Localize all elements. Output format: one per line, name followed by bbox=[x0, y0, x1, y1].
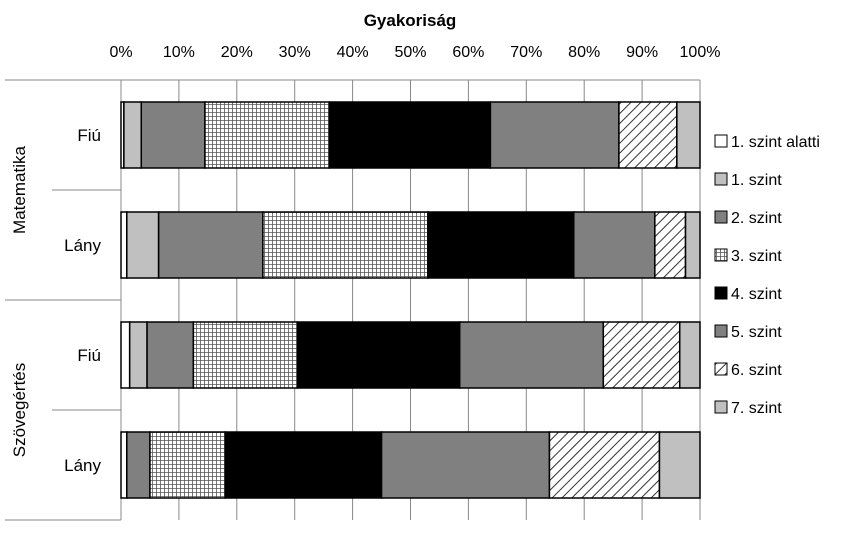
bar-segment bbox=[157, 211, 264, 279]
x-tick-label: 30% bbox=[279, 44, 311, 61]
x-tick-labels: 0% 10% 20% 30% 40% 50% 60% 70% 80% 90% 100% bbox=[109, 44, 720, 61]
bar-segment bbox=[328, 101, 492, 169]
bar-segment bbox=[489, 101, 620, 169]
x-tick-label: 0% bbox=[109, 44, 132, 61]
bars bbox=[120, 101, 701, 499]
bar-segment bbox=[140, 101, 206, 169]
legend-label: 1. szint alatti bbox=[731, 134, 820, 151]
legend-swatch bbox=[714, 286, 728, 300]
bar-segment bbox=[602, 321, 681, 389]
legend-label: 4. szint bbox=[731, 286, 782, 303]
bar-segment bbox=[262, 211, 429, 279]
x-tick-label: 20% bbox=[221, 44, 253, 61]
legend-swatch bbox=[714, 248, 728, 262]
category-label: Lány bbox=[64, 456, 101, 475]
bar-segment bbox=[120, 211, 128, 279]
bar-segment bbox=[146, 321, 195, 389]
bar-segment bbox=[654, 211, 687, 279]
group-label: Matematika bbox=[10, 146, 29, 234]
bar-segment bbox=[678, 321, 701, 389]
bar-segment bbox=[192, 321, 299, 389]
legend-label: 2. szint bbox=[731, 210, 782, 227]
x-tick-label: 100% bbox=[680, 44, 721, 61]
bar-segment bbox=[120, 321, 131, 389]
legend-label: 1. szint bbox=[731, 172, 782, 189]
legend-swatch bbox=[714, 172, 728, 186]
legend-label: 3. szint bbox=[731, 248, 782, 265]
category-label: Fiú bbox=[77, 126, 101, 145]
legend-swatch bbox=[714, 400, 728, 414]
x-tick-label: 10% bbox=[163, 44, 195, 61]
bar-segment bbox=[684, 211, 701, 279]
x-tick-label: 60% bbox=[452, 44, 484, 61]
legend-swatch bbox=[714, 210, 728, 224]
bar-segment bbox=[120, 431, 128, 499]
legend-swatch bbox=[714, 362, 728, 376]
x-tick-label: 40% bbox=[337, 44, 369, 61]
bar-segment bbox=[123, 101, 143, 169]
category-label: Lány bbox=[64, 236, 101, 255]
x-tick-label: 90% bbox=[626, 44, 658, 61]
legend-label: 5. szint bbox=[731, 324, 782, 341]
legend-label: 7. szint bbox=[731, 400, 782, 417]
bar-segment bbox=[296, 321, 461, 389]
category-label: Fiú bbox=[77, 346, 101, 365]
legend-swatch bbox=[714, 324, 728, 338]
x-tick-label: 80% bbox=[568, 44, 600, 61]
bar-segment bbox=[149, 431, 226, 499]
bar-segment bbox=[458, 321, 605, 389]
legend: 1. szint alatti 1. szint 2. szint 3. szint 4… bbox=[714, 134, 820, 417]
chart-title: Gyakoriság bbox=[364, 11, 457, 30]
x-tick-label: 70% bbox=[510, 44, 542, 61]
bar-segment bbox=[126, 431, 151, 499]
bar-segment bbox=[573, 211, 656, 279]
bar-segment bbox=[676, 101, 701, 169]
bar-segment bbox=[380, 431, 551, 499]
legend-label: 6. szint bbox=[731, 362, 782, 379]
group-label: Szövegértés bbox=[10, 363, 29, 458]
bar-segment bbox=[658, 431, 701, 499]
legend-swatch bbox=[714, 134, 728, 148]
bar-segment bbox=[126, 211, 160, 279]
bar-segment bbox=[128, 321, 148, 389]
bar-segment bbox=[224, 431, 383, 499]
bar-segment bbox=[427, 211, 575, 279]
bar-segment bbox=[618, 101, 678, 169]
bar-segment bbox=[548, 431, 661, 499]
x-tick-label: 50% bbox=[394, 44, 426, 61]
bar-segment bbox=[204, 101, 331, 169]
